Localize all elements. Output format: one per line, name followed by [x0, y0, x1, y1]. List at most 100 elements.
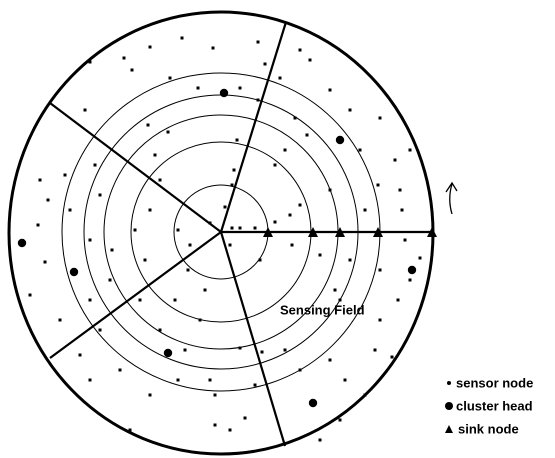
sensor-node: [88, 378, 92, 382]
sensor-node: [98, 193, 102, 197]
sensor-node: [283, 148, 287, 152]
sensor-node: [36, 223, 40, 227]
sensor-node: [398, 188, 402, 192]
sensor-node: [373, 348, 377, 352]
sensor-node: [146, 123, 150, 127]
sensor-node: [253, 226, 257, 230]
sensor-node: [348, 258, 352, 262]
sensor-node: [183, 348, 187, 352]
sensor-node: [418, 256, 422, 260]
sensor-node: [305, 133, 309, 137]
sensor-node: [230, 183, 234, 187]
sensor-node: [378, 318, 382, 322]
sensor-node: [408, 148, 412, 152]
sensor-node: [108, 278, 112, 282]
legend-sink-icon: [445, 425, 453, 433]
cluster-head: [308, 398, 318, 408]
sink-node: [335, 227, 345, 237]
sensor-node: [235, 138, 239, 142]
sensor-node: [328, 88, 332, 92]
sensor-node: [358, 148, 362, 152]
sensor-node: [378, 116, 382, 120]
sensor-node: [283, 348, 287, 352]
nodes: [17, 36, 437, 442]
sensor-node: [298, 203, 302, 207]
legend-label: sensor node: [456, 375, 533, 390]
sensor-node: [338, 418, 342, 422]
cluster-head: [17, 238, 27, 248]
sector-line: [219, 231, 287, 447]
legend-cluster-icon: [445, 402, 453, 410]
legend-label: sink node: [458, 421, 519, 436]
sensor-node: [408, 278, 412, 282]
sink-node: [263, 227, 273, 237]
sensor-node: [260, 350, 264, 354]
sensor-node: [348, 108, 352, 112]
sensor-node: [238, 346, 242, 350]
sensor-node: [176, 378, 180, 382]
sensor-node: [208, 221, 212, 225]
sensor-node: [176, 228, 180, 232]
sensor-node: [376, 183, 380, 187]
rotation-arrow: [445, 181, 458, 215]
sensor-node: [211, 46, 215, 50]
cluster-head: [335, 135, 345, 145]
sensor-node: [158, 178, 162, 182]
sensor-node: [333, 288, 337, 292]
sensor-node: [213, 423, 217, 427]
sensor-node: [198, 318, 202, 322]
sensor-node: [68, 208, 72, 212]
sensor-node: [318, 438, 322, 442]
sink-node: [427, 227, 437, 237]
sensor-node: [173, 298, 177, 302]
sensor-node: [243, 416, 247, 420]
sensor-node: [166, 130, 170, 134]
sensor-node: [328, 188, 332, 192]
sensor-node: [318, 253, 322, 257]
sector-line: [219, 21, 288, 233]
sensor-node: [133, 228, 137, 232]
sensor-node: [43, 260, 47, 264]
sensor-node: [298, 48, 302, 52]
sensor-node: [288, 213, 292, 217]
legend: sensor node cluster head sink node: [445, 375, 533, 436]
sector-lines: [49, 21, 433, 447]
sensor-node: [110, 248, 114, 252]
sensor-node: [153, 153, 157, 157]
sensor-node: [196, 86, 200, 90]
sensor-node: [293, 116, 297, 120]
sensor-node: [396, 298, 400, 302]
sensor-node: [186, 268, 190, 272]
sensor-node: [148, 45, 152, 49]
sensor-node: [273, 163, 277, 167]
sensor-node: [298, 368, 302, 372]
cluster-head: [163, 348, 173, 358]
sensor-node: [273, 220, 277, 224]
legend-sensor-icon: [447, 381, 451, 385]
sensor-node: [88, 238, 92, 242]
sector-line: [49, 102, 222, 233]
sensor-node: [188, 243, 192, 247]
sensor-node: [256, 98, 260, 102]
sensor-node: [328, 358, 332, 362]
sensor-node: [258, 258, 262, 262]
sensor-node: [63, 173, 67, 177]
sensor-node: [390, 355, 394, 359]
sink-node: [308, 227, 318, 237]
sensor-node: [83, 108, 87, 112]
sensor-node: [58, 318, 62, 322]
sensor-node: [78, 353, 82, 357]
sensor-node: [46, 198, 50, 202]
cluster-head: [219, 88, 229, 98]
sensor-node: [378, 268, 382, 272]
sensor-node: [38, 178, 42, 182]
sensor-node: [263, 62, 267, 66]
sensor-node: [363, 393, 367, 397]
sensor-node: [208, 378, 212, 382]
sensor-node: [88, 60, 92, 64]
sensor-node: [118, 368, 122, 372]
sensor-node: [168, 76, 172, 80]
sensor-node: [130, 68, 134, 72]
sensor-node: [393, 158, 397, 162]
